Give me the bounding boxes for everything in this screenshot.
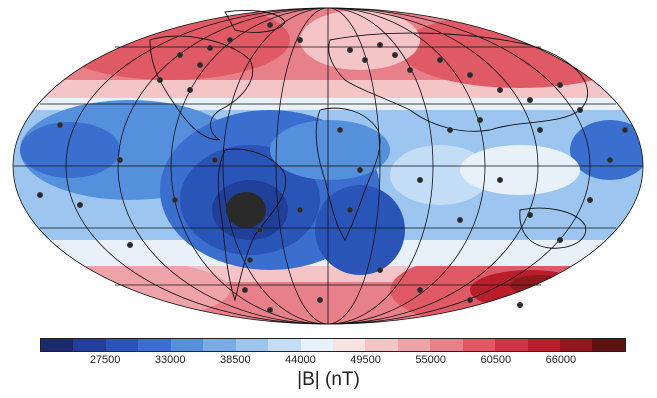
colorbar-tick-label: 55000 <box>415 354 446 366</box>
colorbar-swatch <box>73 339 106 351</box>
continent-outlines <box>149 10 589 302</box>
colorbar-swatch <box>138 339 171 351</box>
observatory-stations <box>36 21 629 314</box>
colorbar-swatch <box>235 339 269 351</box>
station-cluster <box>226 192 266 228</box>
graticule <box>12 7 644 325</box>
colorbar-swatch <box>365 339 398 351</box>
colorbar-ticks: 27500 33000 38500 44000 49500 55000 60500 66000 <box>40 354 626 370</box>
colorbar-label: |B| (nT) <box>297 369 360 390</box>
colorbar-swatch <box>203 339 236 351</box>
colorbar-tick-label: 44000 <box>285 354 316 366</box>
colorbar-tick-label: 38500 <box>220 354 251 366</box>
colorbar-tick-label: 27500 <box>89 354 121 366</box>
field-map <box>12 7 644 325</box>
colorbar-tick-label: 49500 <box>350 354 381 366</box>
colorbar-swatch <box>527 339 560 351</box>
colorbar-tick-label: 66000 <box>545 354 577 366</box>
colorbar-swatch <box>430 339 463 351</box>
colorbar-swatch <box>462 339 496 351</box>
colorbar-swatch <box>592 339 625 351</box>
mollweide-map <box>12 7 644 325</box>
colorbar-swatch <box>170 339 204 351</box>
colorbar-swatch <box>41 339 74 351</box>
colorbar-swatch <box>495 339 528 351</box>
colorbar-swatch <box>300 339 333 351</box>
colorbar-swatch <box>397 339 431 351</box>
colorbar-tick-label: 33000 <box>154 354 186 366</box>
colorbar-swatch <box>268 339 301 351</box>
colorbar-swatch <box>105 339 139 351</box>
colorbar <box>40 338 626 352</box>
colorbar-swatch <box>560 339 593 351</box>
colorbar-tick-label: 60500 <box>480 354 512 366</box>
colorbar-swatch <box>332 339 366 351</box>
